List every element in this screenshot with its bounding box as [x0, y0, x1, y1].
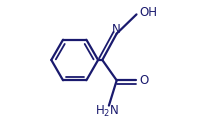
Text: O: O — [138, 74, 147, 87]
Text: N: N — [111, 23, 120, 36]
Text: H$_2$N: H$_2$N — [95, 104, 119, 119]
Text: OH: OH — [138, 6, 156, 19]
